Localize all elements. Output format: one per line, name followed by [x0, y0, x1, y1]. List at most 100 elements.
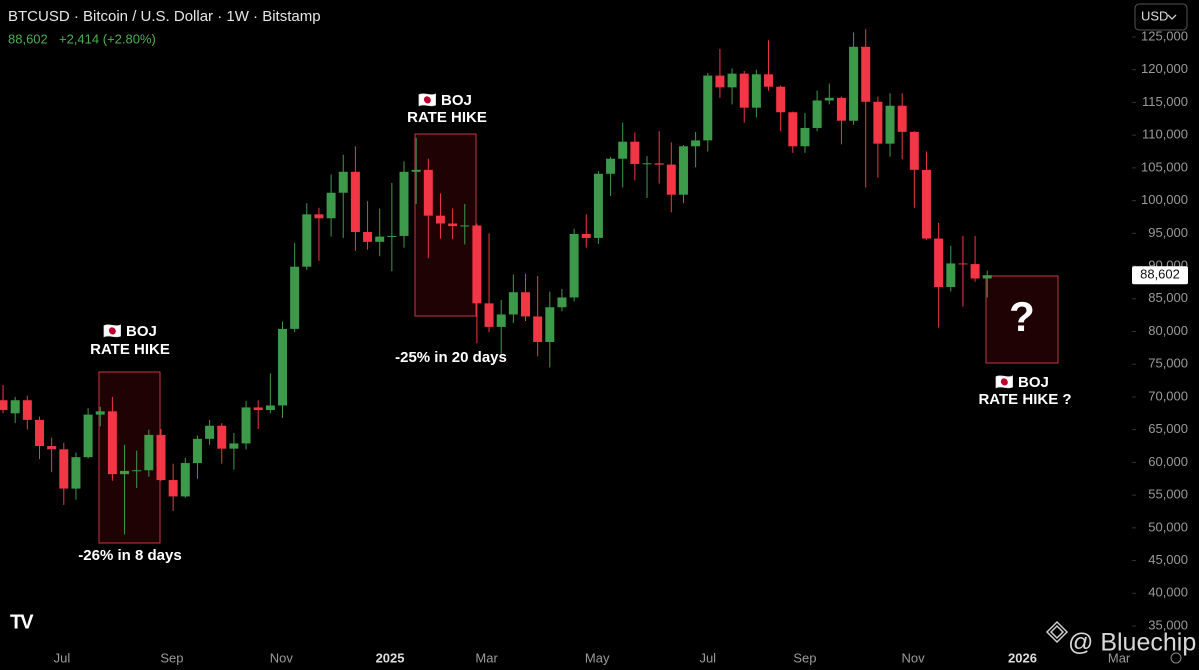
- candle-body: [484, 303, 494, 327]
- y-tick-label: 125,000: [1141, 28, 1188, 43]
- watermark: @ Bluechip: [1068, 629, 1196, 657]
- candle-body: [363, 232, 373, 242]
- x-tick-label: Mar: [475, 650, 498, 665]
- candle-body: [581, 233, 591, 238]
- annotation-label: RATE HIKE: [407, 109, 487, 126]
- candle-body: [302, 214, 312, 267]
- candle-body: [278, 328, 287, 406]
- candle-body: [47, 446, 57, 450]
- candle-body: [496, 314, 506, 327]
- candle-body: [120, 470, 130, 475]
- candle-body: [338, 171, 348, 193]
- currency-button[interactable]: [1134, 3, 1188, 31]
- last-price-label: 88,602: [1140, 267, 1180, 282]
- candle-body: [642, 163, 652, 165]
- candle-body: [71, 457, 81, 489]
- candle-body: [59, 449, 69, 489]
- candle-body: [180, 463, 190, 497]
- candle-body: [326, 192, 336, 219]
- candle-body: [472, 225, 482, 304]
- annotation-box: [985, 275, 1059, 364]
- candle-body: [253, 407, 263, 411]
- candle-body: [290, 266, 300, 329]
- y-tick-label: 110,000: [1142, 127, 1188, 142]
- candle-body: [350, 171, 360, 233]
- candle-body: [958, 263, 968, 265]
- x-tick-label: 2026: [1008, 650, 1037, 665]
- candle-body: [982, 275, 992, 279]
- x-tick-label: Mar: [1108, 650, 1131, 665]
- annotation-label: RATE HIKE: [90, 341, 170, 358]
- x-tick-label: 2025: [376, 650, 405, 665]
- y-tick-label: 80,000: [1148, 323, 1188, 338]
- candle-body: [751, 74, 761, 108]
- candle-body: [776, 86, 786, 113]
- candle-body: [836, 97, 846, 121]
- candle-body: [460, 225, 470, 227]
- candle-body: [824, 97, 834, 101]
- candle-body: [241, 407, 251, 444]
- candle-body: [909, 131, 919, 170]
- candle-body: [873, 101, 883, 144]
- candle-body: [618, 141, 628, 159]
- candle-body: [545, 307, 555, 342]
- candle-body: [375, 236, 385, 242]
- candle-body: [217, 425, 227, 449]
- candle-body: [521, 292, 531, 317]
- candle-body: [946, 263, 956, 287]
- candle-body: [435, 215, 445, 224]
- candle-body: [132, 470, 142, 472]
- candle-body: [630, 141, 640, 164]
- y-tick-label: 40,000: [1148, 585, 1188, 600]
- y-tick-label: 105,000: [1141, 159, 1188, 174]
- candle-body: [788, 112, 798, 147]
- candle-body: [727, 73, 737, 88]
- currency-label[interactable]: USD: [1141, 8, 1168, 23]
- y-tick-label: 35,000: [1148, 617, 1188, 632]
- candle-body: [22, 400, 32, 420]
- candle-body: [95, 411, 105, 415]
- annotation-note: ?: [1009, 293, 1035, 340]
- candle-body: [10, 400, 20, 414]
- y-tick-label: 75,000: [1148, 356, 1188, 371]
- candle-body: [411, 169, 421, 172]
- annotation-flag: 🇯🇵 BOJ: [418, 92, 472, 109]
- candle-body: [265, 405, 275, 411]
- candle-body: [192, 438, 202, 464]
- candle-body: [423, 169, 433, 216]
- annotation-label: RATE HIKE ?: [978, 391, 1071, 408]
- settings-icon[interactable]: [1170, 652, 1182, 664]
- candle-body: [812, 100, 822, 128]
- candle-body: [654, 163, 664, 165]
- annotation-note: -25% in 20 days: [395, 349, 507, 366]
- x-tick-label: Sep: [793, 650, 816, 665]
- price-change: +2,414 (+2.80%): [59, 31, 156, 46]
- x-tick-label: Nov: [270, 650, 294, 665]
- x-tick-label: May: [585, 650, 610, 665]
- candle-body: [606, 158, 616, 174]
- candle-body: [715, 75, 725, 88]
- price: 88,602: [8, 31, 48, 46]
- candle-body: [0, 400, 8, 411]
- candle-body: [107, 411, 117, 475]
- x-tick-label: Jul: [54, 650, 71, 665]
- watermark-icon: [1045, 620, 1069, 644]
- y-tick-label: 55,000: [1148, 487, 1188, 502]
- candle-body: [508, 292, 518, 315]
- candle-body: [885, 105, 895, 144]
- y-tick-label: 65,000: [1148, 421, 1188, 436]
- y-tick-label: 70,000: [1148, 388, 1188, 403]
- candle-body: [205, 425, 215, 439]
- candle-body: [156, 434, 166, 481]
- candle-body: [34, 419, 44, 447]
- candle-body: [678, 146, 688, 195]
- dropdown-icon: [1167, 14, 1177, 20]
- candle-body: [593, 173, 603, 238]
- candle-body: [557, 297, 567, 308]
- y-tick-label: 120,000: [1141, 61, 1188, 76]
- y-tick-label: 115,000: [1142, 94, 1188, 109]
- candle-body: [849, 46, 859, 121]
- x-tick-label: Sep: [160, 650, 183, 665]
